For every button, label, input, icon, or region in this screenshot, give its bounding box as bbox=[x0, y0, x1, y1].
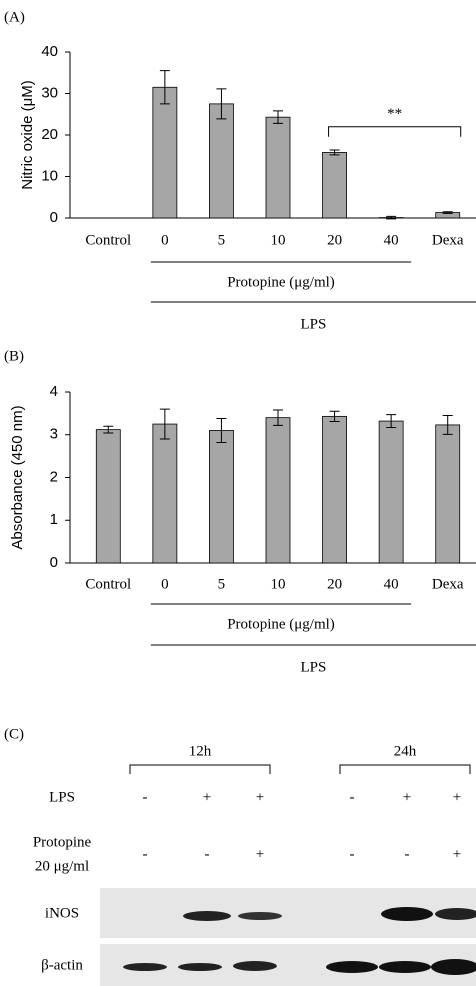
bar bbox=[209, 430, 233, 563]
sign: - bbox=[350, 789, 355, 805]
figure: (A)Nitric oxide (μM)010203040Control0510… bbox=[0, 0, 476, 986]
x-tick-label: 5 bbox=[218, 576, 226, 592]
y-tick-label: 1 bbox=[50, 511, 58, 528]
y-axis-label: Nitric oxide (μM) bbox=[19, 80, 36, 189]
x-tick-label: 0 bbox=[161, 232, 169, 248]
y-tick-label: 0 bbox=[50, 554, 58, 571]
band bbox=[326, 961, 378, 973]
y-axis-label: Absorbance (450 nm) bbox=[9, 405, 26, 549]
panel-label: (A) bbox=[4, 9, 25, 25]
group-label: LPS bbox=[300, 316, 326, 332]
band bbox=[123, 963, 167, 971]
x-tick-label: Control bbox=[85, 232, 131, 248]
timepoint-bracket bbox=[340, 765, 470, 774]
bar bbox=[379, 421, 403, 563]
bar bbox=[209, 104, 233, 218]
y-tick-label: 30 bbox=[41, 84, 58, 101]
annotation: ** bbox=[387, 106, 402, 122]
group-label: Protopine (μg/ml) bbox=[227, 616, 335, 632]
x-tick-label: 40 bbox=[384, 232, 399, 248]
x-tick-label: 5 bbox=[218, 232, 226, 248]
y-tick-label: 2 bbox=[50, 468, 58, 485]
x-tick-label: Dexa bbox=[432, 232, 464, 248]
y-tick-label: 10 bbox=[41, 167, 58, 184]
x-tick-label: Dexa bbox=[432, 576, 464, 592]
bar bbox=[153, 424, 177, 563]
sign: + bbox=[453, 846, 461, 862]
bar bbox=[436, 425, 460, 563]
group-label: Protopine (μg/ml) bbox=[227, 274, 335, 290]
band-label: β-actin bbox=[41, 957, 83, 973]
timepoint: 24h bbox=[394, 743, 417, 759]
bar bbox=[153, 87, 177, 218]
bar bbox=[323, 152, 347, 218]
sign: - bbox=[350, 846, 355, 862]
timepoint-bracket bbox=[130, 765, 270, 774]
sign: + bbox=[403, 789, 411, 805]
y-tick-label: 40 bbox=[41, 43, 58, 60]
y-tick-label: 0 bbox=[50, 209, 58, 226]
bar bbox=[323, 416, 347, 563]
band bbox=[233, 961, 277, 971]
y-tick-label: 20 bbox=[41, 126, 58, 143]
band bbox=[379, 961, 431, 973]
x-tick-label: 20 bbox=[327, 576, 342, 592]
sign: + bbox=[256, 789, 264, 805]
y-tick-label: 4 bbox=[50, 383, 58, 400]
x-tick-label: 40 bbox=[384, 576, 399, 592]
row-label: 20 μg/ml bbox=[35, 858, 89, 874]
band-label: iNOS bbox=[45, 905, 79, 921]
sign: + bbox=[453, 789, 461, 805]
panel-label: (C) bbox=[4, 726, 24, 742]
y-tick-label: 3 bbox=[50, 426, 58, 443]
sign: - bbox=[205, 846, 210, 862]
x-tick-label: 10 bbox=[271, 232, 286, 248]
band bbox=[381, 907, 433, 921]
band bbox=[183, 911, 231, 921]
bar bbox=[266, 418, 290, 563]
timepoint: 12h bbox=[189, 743, 212, 759]
x-tick-label: 20 bbox=[327, 232, 342, 248]
x-tick-label: 10 bbox=[271, 576, 286, 592]
blot-strips bbox=[100, 888, 476, 986]
row-label: LPS bbox=[49, 789, 75, 805]
group-label: LPS bbox=[300, 659, 326, 675]
significance-bracket bbox=[329, 127, 461, 137]
panel-label: (B) bbox=[4, 348, 24, 364]
sign: - bbox=[143, 846, 148, 862]
band bbox=[178, 963, 222, 971]
band bbox=[238, 912, 282, 920]
row-label: Protopine bbox=[33, 834, 92, 850]
bar bbox=[266, 117, 290, 218]
sign: + bbox=[256, 846, 264, 862]
x-tick-label: 0 bbox=[161, 576, 169, 592]
bar bbox=[96, 430, 120, 563]
sign: - bbox=[143, 789, 148, 805]
sign: - bbox=[405, 846, 410, 862]
x-tick-label: Control bbox=[85, 576, 131, 592]
sign: + bbox=[203, 789, 211, 805]
